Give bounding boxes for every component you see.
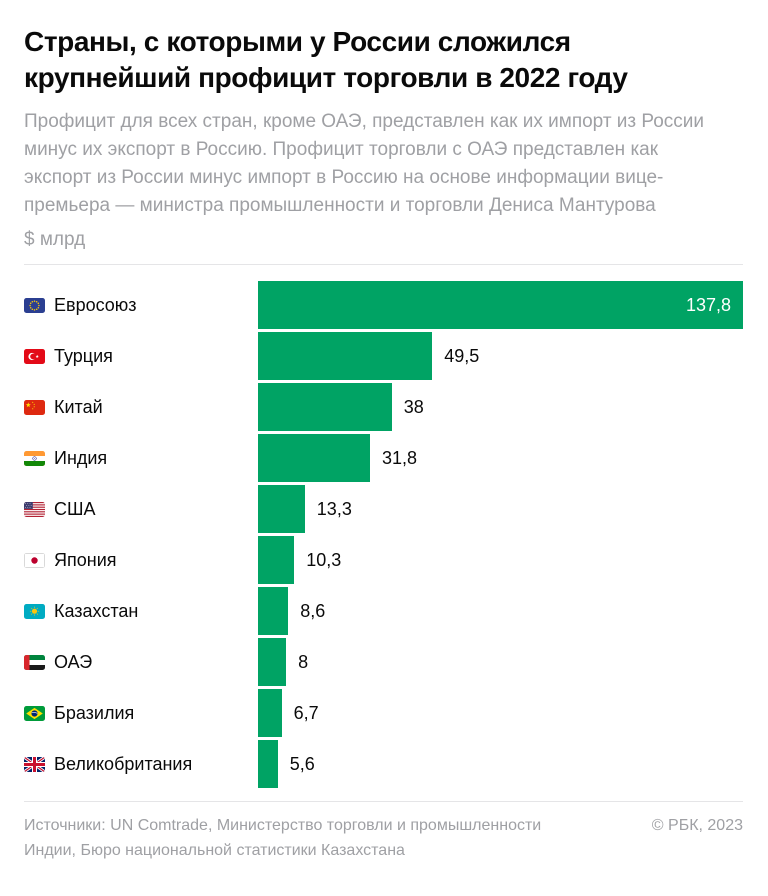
value-label: 137,8 <box>685 294 731 315</box>
flag-in-icon <box>24 450 45 466</box>
country-name: Евросоюз <box>54 294 137 315</box>
chart-row: США 13,3 <box>24 485 743 533</box>
value-label: 49,5 <box>444 345 480 366</box>
value-label: 31,8 <box>381 447 417 468</box>
bar-area: 137,8 <box>258 281 743 329</box>
bar: 137,8 <box>258 281 743 329</box>
chart-row: Турция 49,5 <box>24 332 743 380</box>
country-name: Япония <box>54 549 117 570</box>
top-divider <box>24 264 743 265</box>
flag-us-icon <box>24 501 45 517</box>
value-label: 38 <box>403 396 424 417</box>
country-label: Турция <box>24 332 258 380</box>
bar-area: 6,7 <box>258 689 743 737</box>
country-name: Казахстан <box>54 600 139 621</box>
country-name: ОАЭ <box>54 651 93 672</box>
chart-row: ОАЭ 8 <box>24 638 743 686</box>
chart-row: Казахстан 8,6 <box>24 587 743 635</box>
bar-area: 31,8 <box>258 434 743 482</box>
page-title: Страны, с которыми у России сложился кру… <box>24 24 743 96</box>
country-name: Великобритания <box>54 753 193 774</box>
chart-row: Индия 31,8 <box>24 434 743 482</box>
sources-text: Источники: UN Comtrade, Министерство тор… <box>24 817 542 859</box>
value-label: 6,7 <box>293 702 319 723</box>
country-name: Бразилия <box>54 702 135 723</box>
chart-row: Китай 38 <box>24 383 743 431</box>
country-name: Турция <box>54 345 113 366</box>
bar-area: 8,6 <box>258 587 743 635</box>
chart-row: Великобритания 5,6 <box>24 740 743 788</box>
flag-tr-icon <box>24 348 45 364</box>
value-label: 13,3 <box>316 498 352 519</box>
flag-cn-icon <box>24 399 45 415</box>
bar-area: 38 <box>258 383 743 431</box>
footer: Источники: UN Comtrade, Министерство тор… <box>24 813 743 863</box>
country-label: Евросоюз <box>24 281 258 329</box>
country-label: Бразилия <box>24 689 258 737</box>
value-label: 8,6 <box>300 600 326 621</box>
bar <box>258 434 370 482</box>
country-name: Индия <box>54 447 108 468</box>
country-label: Япония <box>24 536 258 584</box>
flag-eu-icon <box>24 297 45 313</box>
bar-area: 10,3 <box>258 536 743 584</box>
value-label: 5,6 <box>289 753 315 774</box>
unit-label: $ млрд <box>24 229 86 250</box>
flag-gb-icon <box>24 756 45 772</box>
country-label: США <box>24 485 258 533</box>
title-line-1: Страны, с которыми у России сложился <box>24 26 571 57</box>
flag-ae-icon <box>24 654 45 670</box>
bar-chart: Евросоюз 137,8 Турция 49,5 Китай 38 Индия 31,8 С… <box>24 281 743 788</box>
title-line-2: крупнейший профицит торговли в 2022 году <box>24 62 628 93</box>
bar-area: 5,6 <box>258 740 743 788</box>
country-label: Казахстан <box>24 587 258 635</box>
bar-area: 13,3 <box>258 485 743 533</box>
bar-area: 49,5 <box>258 332 743 380</box>
copyright-text: © РБК, 2023 <box>651 817 743 834</box>
country-name: Китай <box>54 396 103 417</box>
flag-jp-icon <box>24 552 45 568</box>
bar <box>258 689 282 737</box>
chart-row: Бразилия 6,7 <box>24 689 743 737</box>
flag-br-icon <box>24 705 45 721</box>
bottom-divider <box>24 801 743 802</box>
bar <box>258 638 287 686</box>
bar <box>258 383 392 431</box>
country-name: США <box>54 498 96 519</box>
country-label: Китай <box>24 383 258 431</box>
bar <box>258 587 289 635</box>
bar <box>258 536 295 584</box>
chart-row: Евросоюз 137,8 <box>24 281 743 329</box>
country-label: Великобритания <box>24 740 258 788</box>
flag-kz-icon <box>24 603 45 619</box>
chart-row: Япония 10,3 <box>24 536 743 584</box>
country-label: Индия <box>24 434 258 482</box>
value-label: 8 <box>298 651 309 672</box>
bar <box>258 332 433 380</box>
bar <box>258 740 278 788</box>
bar <box>258 485 305 533</box>
bar-area: 8 <box>258 638 743 686</box>
value-label: 10,3 <box>306 549 342 570</box>
chart-subtitle: Профицит для всех стран, кроме ОАЭ, пред… <box>24 111 705 216</box>
country-label: ОАЭ <box>24 638 258 686</box>
